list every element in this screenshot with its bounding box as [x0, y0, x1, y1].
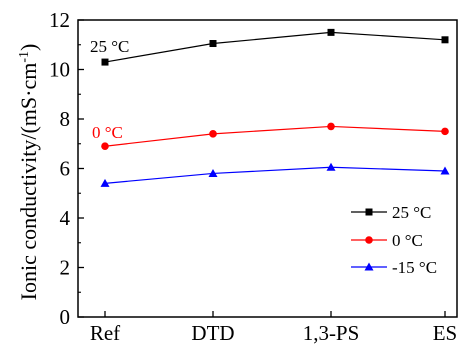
y-axis-label: Ionic conductivity/(mS·cm-1): [16, 44, 41, 301]
y-axis-label-close: ): [16, 44, 41, 51]
data-point: [327, 28, 335, 36]
y-tick-label: 2: [60, 256, 71, 280]
data-point: [440, 166, 450, 175]
data-point: [100, 178, 110, 187]
data-point: [209, 130, 217, 138]
x-axis: Ref DTD 1,3-PS ES: [90, 311, 457, 344]
annotations: 25 °C 0 °C: [90, 37, 129, 142]
x-tick-label: ES: [433, 321, 458, 344]
y-tick-label: 10: [49, 58, 70, 82]
series-1: [101, 28, 449, 66]
series-3: [100, 162, 450, 187]
data-point: [208, 168, 218, 177]
data-point: [326, 162, 336, 171]
data-point: [441, 36, 449, 44]
legend-item: 0 °C: [351, 231, 423, 250]
y-tick-label: 4: [60, 206, 71, 230]
series-annotation: 25 °C: [90, 37, 129, 56]
legend-label: 25 °C: [392, 203, 431, 222]
legend-marker: [365, 208, 373, 216]
data-point: [441, 127, 449, 136]
legend-marker: [364, 262, 374, 271]
x-tick-label: DTD: [191, 321, 234, 344]
legend-item: 25 °C: [351, 203, 431, 222]
x-tick-label: Ref: [90, 321, 120, 344]
y-axis-label-main: Ionic conductivity/(mS·cm: [16, 63, 41, 301]
y-tick-label: 8: [60, 107, 71, 131]
series-line: [104, 31, 446, 63]
y-tick-label: 0: [60, 305, 71, 329]
series-line: [104, 125, 446, 147]
y-tick-label: 12: [49, 8, 70, 32]
series-line: [104, 166, 446, 184]
legend: 25 °C 0 °C -15 °C: [351, 203, 437, 277]
series-2: [101, 122, 449, 151]
series-layer: [100, 28, 450, 187]
x-tick-label: 1,3-PS: [303, 321, 360, 344]
y-tick-label: 6: [60, 157, 71, 181]
data-point: [101, 58, 109, 66]
svg-text:Ionic conductivity/(mS·cm-1): Ionic conductivity/(mS·cm-1): [16, 44, 41, 301]
legend-label: -15 °C: [392, 258, 437, 277]
data-point: [209, 40, 217, 48]
series-annotation: 0 °C: [92, 123, 123, 142]
y-axis-label-superscript: -1: [17, 51, 32, 63]
legend-item: -15 °C: [351, 258, 437, 277]
y-axis: 0 2 4 6 8 10 12: [49, 8, 84, 329]
data-point: [101, 142, 109, 151]
data-point: [327, 122, 335, 131]
legend-label: 0 °C: [392, 231, 423, 250]
legend-marker: [365, 236, 373, 244]
